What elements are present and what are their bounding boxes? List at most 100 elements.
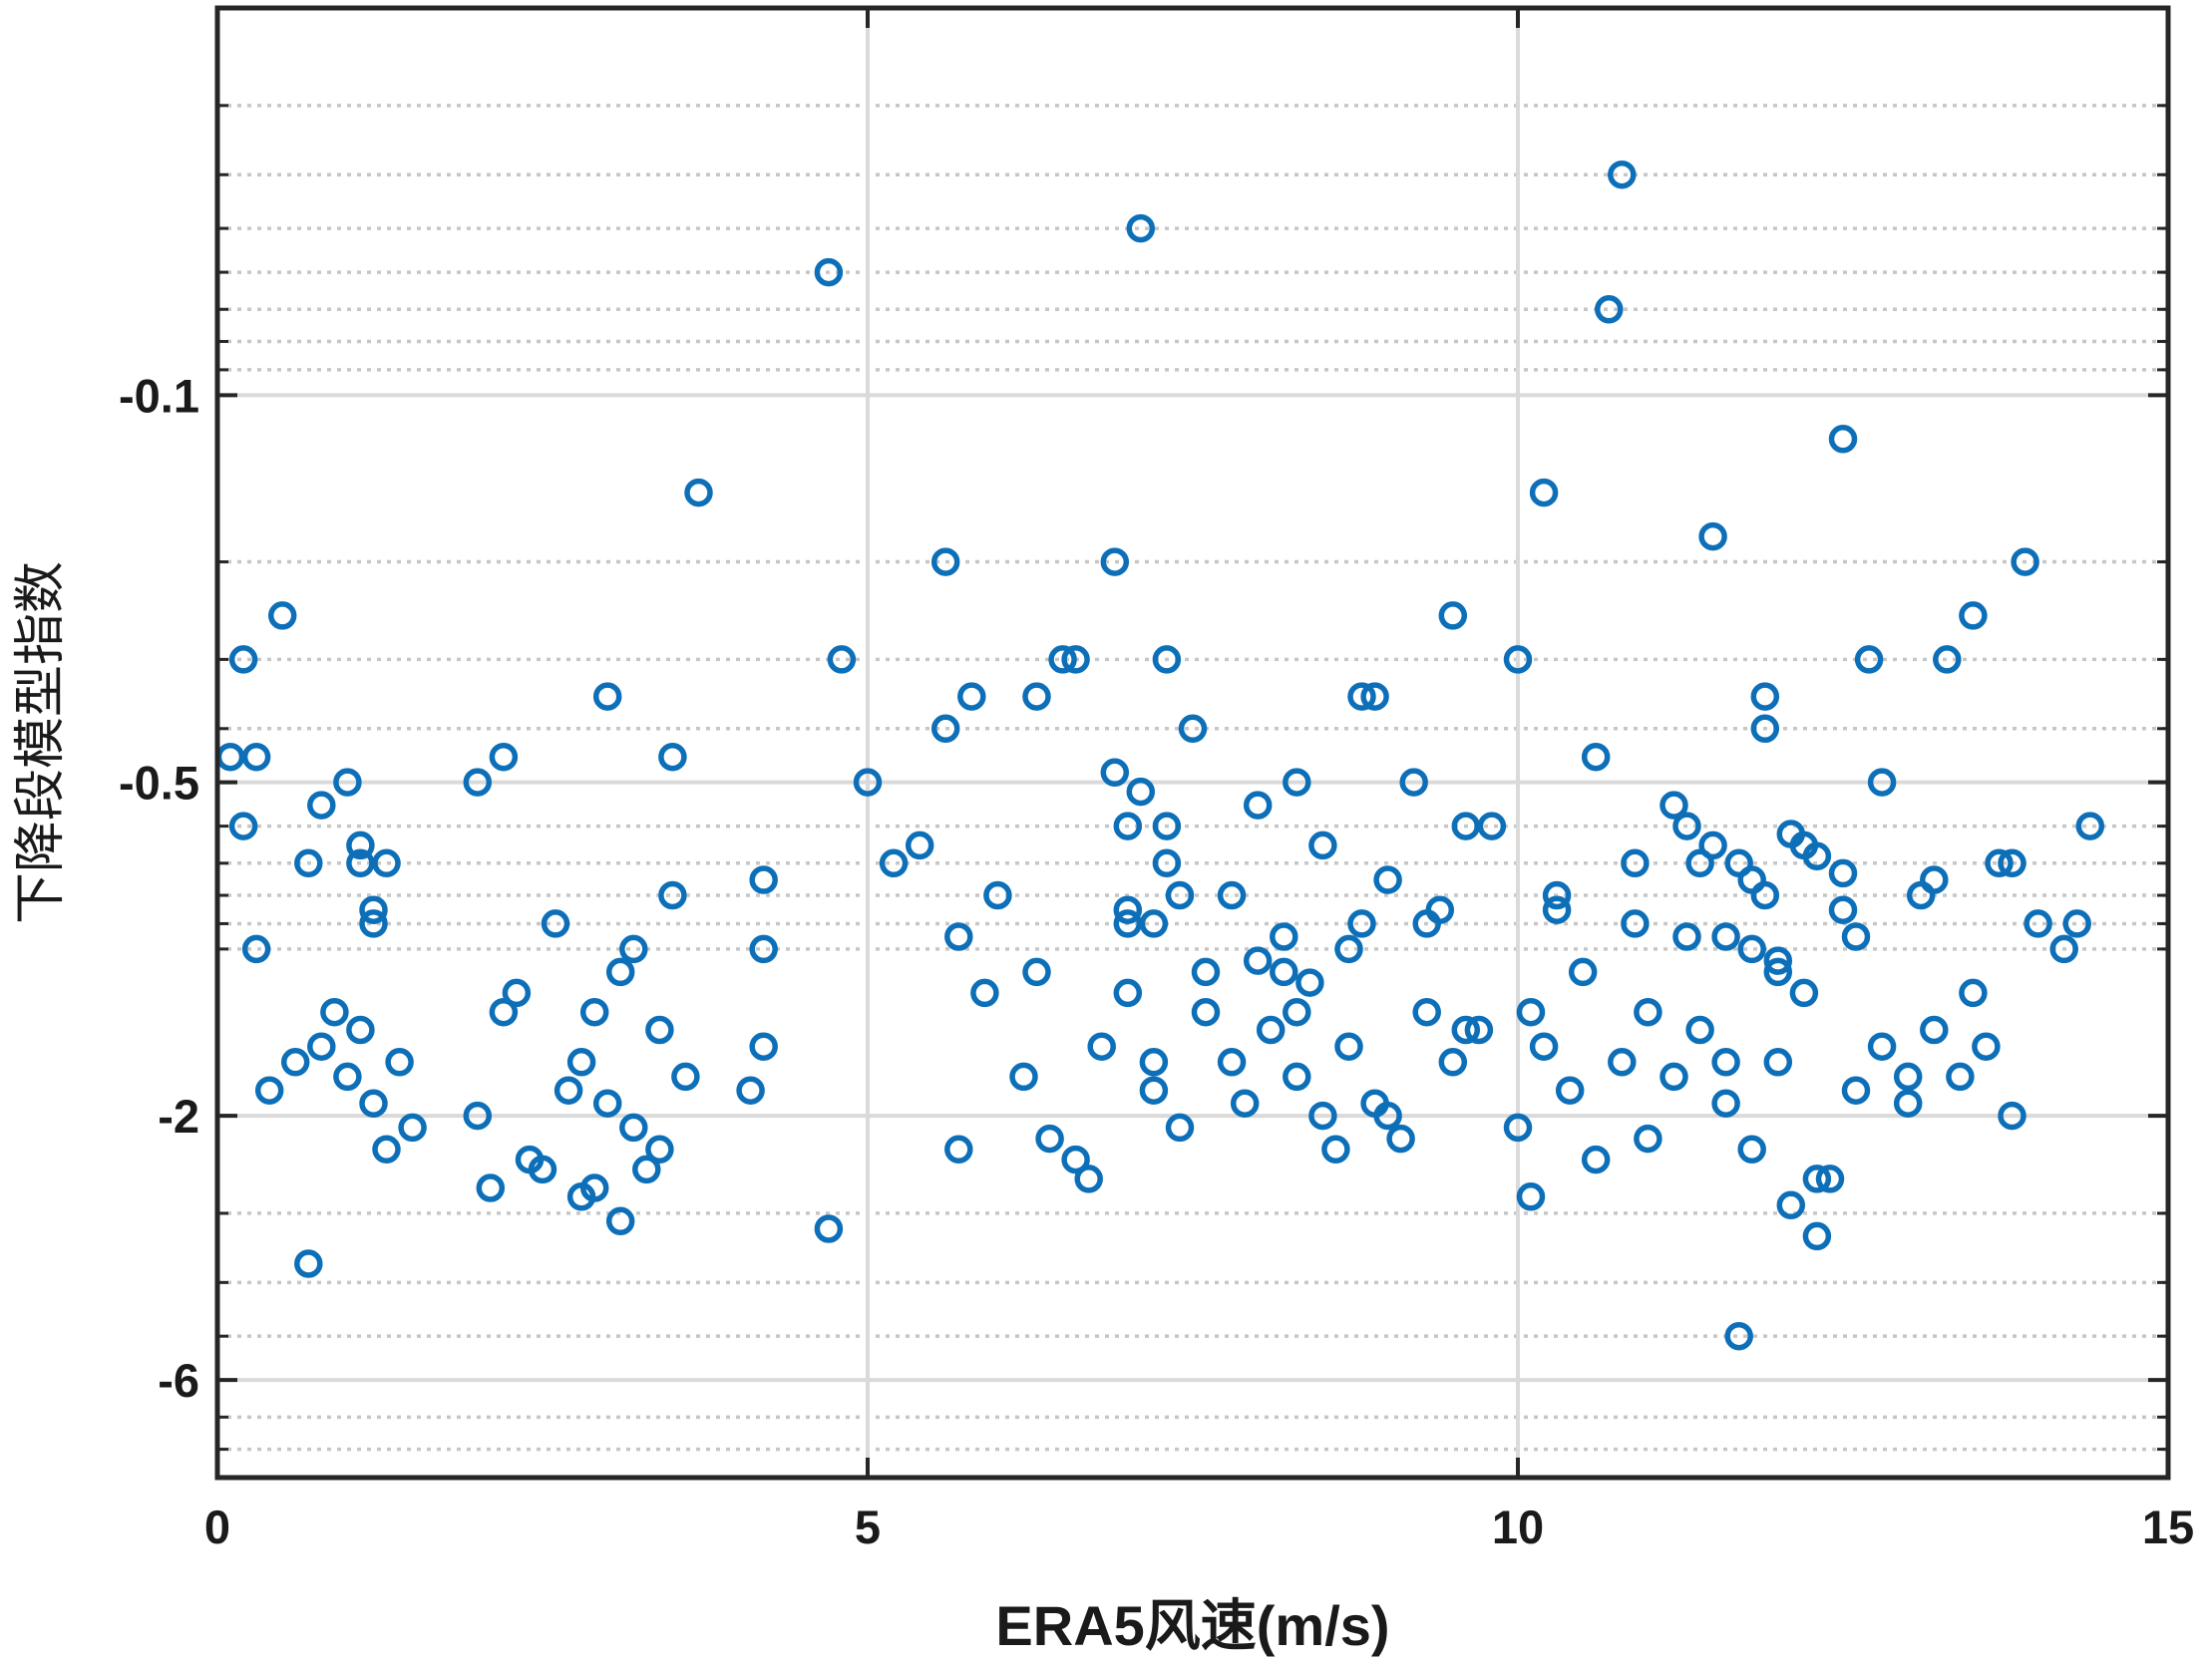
- data-point: [254, 1076, 284, 1105]
- data-point: [1438, 1048, 1468, 1077]
- data-point: [1672, 922, 1701, 951]
- x-tick-label: 15: [2142, 1500, 2194, 1553]
- data-point: [1152, 812, 1182, 840]
- data-point: [827, 645, 857, 674]
- data-point: [1425, 895, 1455, 924]
- data-point: [1828, 895, 1858, 924]
- data-point: [736, 1076, 765, 1105]
- data-point: [1503, 1113, 1533, 1143]
- data-point: [1139, 1048, 1169, 1077]
- data-point: [1959, 978, 1988, 1008]
- data-point: [1283, 1062, 1311, 1092]
- data-point: [489, 997, 519, 1027]
- data-point: [280, 1048, 310, 1077]
- data-point: [1217, 880, 1247, 910]
- data-point: [1841, 1076, 1871, 1105]
- data-point: [463, 1101, 493, 1131]
- data-point: [1581, 1145, 1611, 1174]
- data-point: [1165, 880, 1195, 910]
- data-point: [1828, 425, 1858, 454]
- data-point: [1399, 768, 1428, 797]
- data-point: [463, 768, 493, 797]
- data-point: [619, 934, 648, 964]
- data-point: [605, 957, 635, 987]
- data-point: [372, 848, 401, 878]
- data-point: [1087, 1032, 1116, 1061]
- data-point: [1048, 645, 1077, 674]
- data-point: [1854, 645, 1884, 674]
- data-point: [1503, 645, 1533, 674]
- data-point: [1959, 601, 1988, 630]
- data-point: [1270, 957, 1298, 987]
- data-point: [294, 1249, 323, 1278]
- data-point: [1139, 1076, 1169, 1105]
- data-point: [359, 909, 388, 938]
- data-point: [1516, 997, 1546, 1027]
- data-point: [1113, 812, 1143, 840]
- y-axis-title: 下降段模型指数: [11, 561, 71, 924]
- data-point: [1555, 1076, 1585, 1105]
- data-point: [228, 812, 258, 840]
- data-point: [1750, 880, 1780, 910]
- data-point: [1022, 682, 1051, 711]
- data-point: [1347, 909, 1376, 938]
- data-point: [385, 1048, 414, 1077]
- data-point: [1022, 957, 1051, 987]
- data-point: [1776, 1190, 1806, 1220]
- data-point: [1763, 946, 1793, 975]
- data-point: [1139, 909, 1169, 938]
- data-point: [2075, 812, 2105, 840]
- data-point: [1217, 1048, 1247, 1077]
- data-point: [592, 1089, 622, 1118]
- data-point: [2011, 547, 2039, 576]
- data-point: [1621, 909, 1650, 938]
- data-point: [241, 934, 271, 964]
- data-point: [1802, 1221, 1832, 1251]
- data-point: [346, 1015, 375, 1045]
- data-point: [1061, 645, 1090, 674]
- data-point: [553, 1076, 583, 1105]
- data-point: [1685, 848, 1714, 878]
- y-tick-label: -0.5: [119, 757, 199, 810]
- data-point: [1113, 895, 1143, 924]
- data-point: [1152, 645, 1182, 674]
- data-point: [879, 848, 909, 878]
- data-point: [1464, 1015, 1494, 1045]
- data-point: [1308, 1101, 1337, 1131]
- data-point: [1360, 1089, 1389, 1118]
- y-tick-label: -0.1: [119, 369, 199, 422]
- data-point: [1334, 1032, 1363, 1061]
- data-point: [1634, 1124, 1662, 1154]
- axis-ticks: [215, 6, 2170, 1480]
- data-point: [983, 880, 1012, 910]
- data-point: [346, 848, 375, 878]
- data-point: [307, 1032, 336, 1061]
- y-tick-label: -6: [158, 1354, 199, 1407]
- x-tick-label: 10: [1492, 1500, 1544, 1553]
- data-point: [1243, 946, 1273, 975]
- data-point: [1412, 997, 1441, 1027]
- x-axis-title: ERA5风速(m/s): [995, 1594, 1389, 1657]
- data-point: [671, 1062, 700, 1092]
- data-point: [632, 1155, 661, 1184]
- data-point: [359, 895, 388, 924]
- data-point: [398, 1113, 427, 1143]
- data-point: [228, 645, 258, 674]
- data-point: [684, 478, 713, 507]
- data-point: [267, 601, 297, 630]
- data-point: [645, 1015, 674, 1045]
- data-point: [1373, 865, 1402, 894]
- data-point: [1334, 934, 1363, 964]
- data-point: [1737, 1135, 1766, 1165]
- data-point: [749, 934, 778, 964]
- data-point: [566, 1182, 596, 1211]
- data-point: [241, 742, 271, 772]
- data-point: [1933, 645, 1962, 674]
- data-point: [1920, 1015, 1949, 1045]
- data-point: [1972, 1032, 2001, 1061]
- data-point: [333, 768, 362, 797]
- data-point: [1608, 1048, 1637, 1077]
- data-point: [645, 1135, 674, 1165]
- data-point: [215, 742, 245, 772]
